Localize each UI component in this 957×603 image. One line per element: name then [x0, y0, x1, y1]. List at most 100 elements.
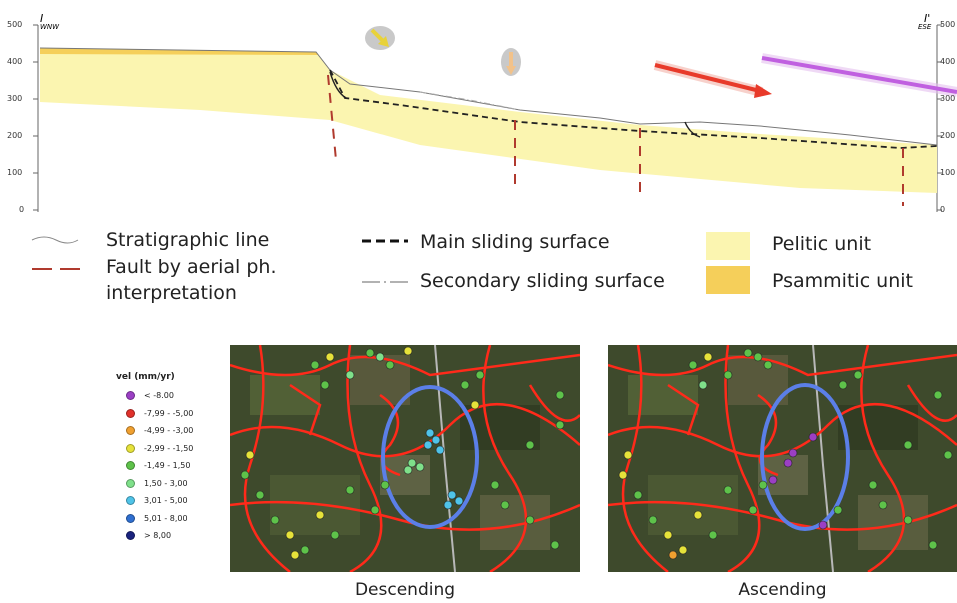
- ps-point: [768, 475, 778, 485]
- velocity-class-dot: [126, 513, 135, 523]
- ps-point: [345, 485, 355, 495]
- fault-lines: [327, 74, 904, 206]
- legend-main-sliding-surface: Main sliding surface: [420, 231, 610, 253]
- ps-point: [290, 550, 300, 560]
- velocity-legend-title: vel (mm/yr): [116, 372, 175, 382]
- y-tick-left-500: 500: [7, 20, 23, 29]
- ps-point: [698, 380, 708, 390]
- legend-fault-line2: interpretation: [106, 282, 237, 304]
- y-tick-right-300: 300: [940, 94, 956, 103]
- velocity-class-3: -2,99 - -1,50: [126, 440, 226, 458]
- movement-arrow-yellow: [365, 26, 395, 50]
- ps-point: [928, 540, 938, 550]
- velocity-class-8: > 8,00: [126, 527, 226, 545]
- ps-point: [425, 428, 435, 438]
- ps-point: [435, 445, 445, 455]
- ps-point: [703, 352, 713, 362]
- ps-point: [555, 390, 565, 400]
- ps-point: [903, 515, 913, 525]
- section-end-direction: ESE: [918, 23, 932, 31]
- y-tick-left-200: 200: [7, 131, 23, 140]
- ps-point: [818, 520, 828, 530]
- ps-point: [688, 360, 698, 370]
- ps-point: [525, 440, 535, 450]
- ps-point: [678, 545, 688, 555]
- movement-arrow-red: [653, 60, 772, 98]
- ps-point: [365, 348, 375, 358]
- y-tick-right-0: 0: [940, 205, 946, 214]
- secondary-sliding-surface: [419, 91, 521, 111]
- ps-point: [415, 462, 425, 472]
- ps-point: [470, 400, 480, 410]
- ps-point: [933, 390, 943, 400]
- ps-point: [330, 530, 340, 540]
- ps-point: [748, 505, 758, 515]
- velocity-class-label: -4,99 - -3,00: [144, 426, 194, 436]
- movement-arrow-purple: [761, 53, 957, 97]
- ps-point: [370, 505, 380, 515]
- ps-point: [708, 530, 718, 540]
- legend-secondary-sliding-surface: Secondary sliding surface: [420, 270, 665, 292]
- ps-point: [270, 515, 280, 525]
- velocity-class-2: -4,99 - -3,00: [126, 422, 226, 440]
- ps-point: [550, 540, 560, 550]
- velocity-class-label: < -8.00: [144, 391, 174, 401]
- ps-point: [345, 370, 355, 380]
- ps-point: [753, 352, 763, 362]
- ps-point: [788, 448, 798, 458]
- ps-point: [407, 458, 417, 468]
- velocity-class-dot: [126, 478, 135, 488]
- ps-point: [668, 550, 678, 560]
- legend-pelitic-unit: Pelitic unit: [772, 233, 872, 255]
- y-tick-right-500: 500: [940, 20, 956, 29]
- ps-point: [853, 370, 863, 380]
- ps-point: [454, 496, 464, 506]
- velocity-legend-items: < -8.00 -7,99 - -5,00 -4,99 - -3,00 -2,99 -…: [126, 387, 226, 545]
- ps-point: [460, 380, 470, 390]
- stratigraphic-line-symbol: [31, 236, 79, 244]
- ps-point: [285, 530, 295, 540]
- velocity-class-dot: [126, 461, 135, 471]
- ps-point: [431, 435, 441, 445]
- velocity-class-dot: [126, 531, 135, 541]
- ps-point: [693, 510, 703, 520]
- velocity-class-label: 5,01 - 8,00: [144, 513, 188, 523]
- map-ascending-svg: [608, 345, 957, 572]
- velocity-class-0: < -8.00: [126, 387, 226, 405]
- ps-point: [618, 470, 628, 480]
- legend-fault-line1: Fault by aerial ph.: [106, 256, 277, 278]
- ps-point: [423, 440, 433, 450]
- velocity-class-dot: [126, 391, 135, 401]
- ps-point: [240, 470, 250, 480]
- y-tick-left-300: 300: [7, 94, 23, 103]
- velocity-class-label: 1,50 - 3,00: [144, 478, 188, 488]
- velocity-class-5: 1,50 - 3,00: [126, 475, 226, 493]
- ps-point: [838, 380, 848, 390]
- ps-point: [743, 348, 753, 358]
- velocity-class-dot: [126, 443, 135, 453]
- ps-point: [447, 490, 457, 500]
- ps-point: [763, 360, 773, 370]
- y-tick-left-0: 0: [19, 205, 25, 214]
- y-tick-left-100: 100: [7, 168, 23, 177]
- section-start-direction: WNW: [40, 23, 60, 31]
- ps-point: [648, 515, 658, 525]
- fault-symbol: [32, 268, 82, 270]
- pelitic-swatch: [706, 232, 750, 260]
- ps-point: [500, 500, 510, 510]
- ps-point: [245, 450, 255, 460]
- ps-point: [943, 450, 953, 460]
- ps-point: [325, 352, 335, 362]
- velocity-class-label: -7,99 - -5,00: [144, 408, 194, 418]
- ps-point: [878, 500, 888, 510]
- y-tick-right-400: 400: [940, 57, 956, 66]
- velocity-class-7: 5,01 - 8,00: [126, 510, 226, 528]
- map-ascending: [608, 345, 957, 572]
- ps-point: [403, 465, 413, 475]
- pelitic-unit-area: [40, 50, 937, 193]
- velocity-class-label: -2,99 - -1,50: [144, 443, 194, 453]
- focus-ellipse-descending: [381, 385, 479, 529]
- ps-point: [868, 480, 878, 490]
- ps-point: [903, 440, 913, 450]
- ps-point: [758, 480, 768, 490]
